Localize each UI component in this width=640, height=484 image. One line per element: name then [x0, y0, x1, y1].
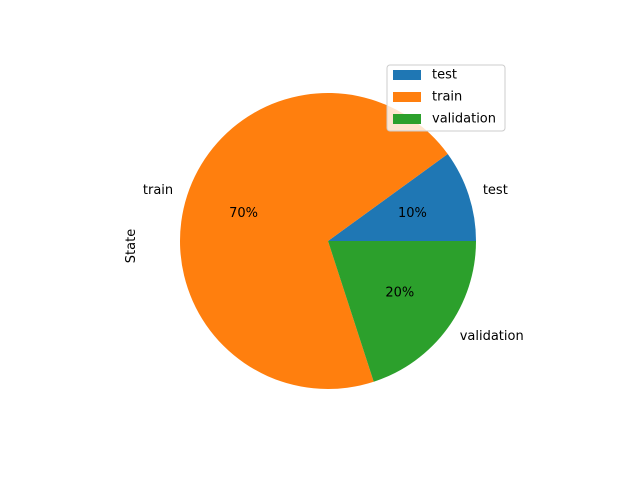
category-label-test: test: [483, 183, 508, 198]
pie-slice-validation: [328, 241, 476, 382]
legend-swatch-validation: [393, 114, 421, 124]
pie-slice-test: [328, 154, 476, 241]
pie-slice-train: [180, 93, 448, 389]
y-axis-label: State: [124, 229, 139, 263]
percent-label-train: 70%: [229, 206, 258, 221]
legend-swatch-train: [393, 92, 421, 102]
legend-label-test: test: [432, 68, 457, 83]
pie-slices: [180, 93, 476, 389]
category-label-validation: validation: [460, 329, 524, 344]
category-labels: test train validation: [143, 183, 524, 344]
category-label-train: train: [143, 183, 173, 198]
percent-labels: 10% 70% 20%: [229, 206, 427, 301]
legend-label-train: train: [432, 90, 462, 105]
percent-label-test: 10%: [398, 206, 427, 221]
percent-label-validation: 20%: [385, 286, 414, 301]
legend-label-validation: validation: [432, 112, 496, 127]
legend: test train validation: [386, 64, 506, 132]
legend-swatch-test: [393, 70, 421, 80]
